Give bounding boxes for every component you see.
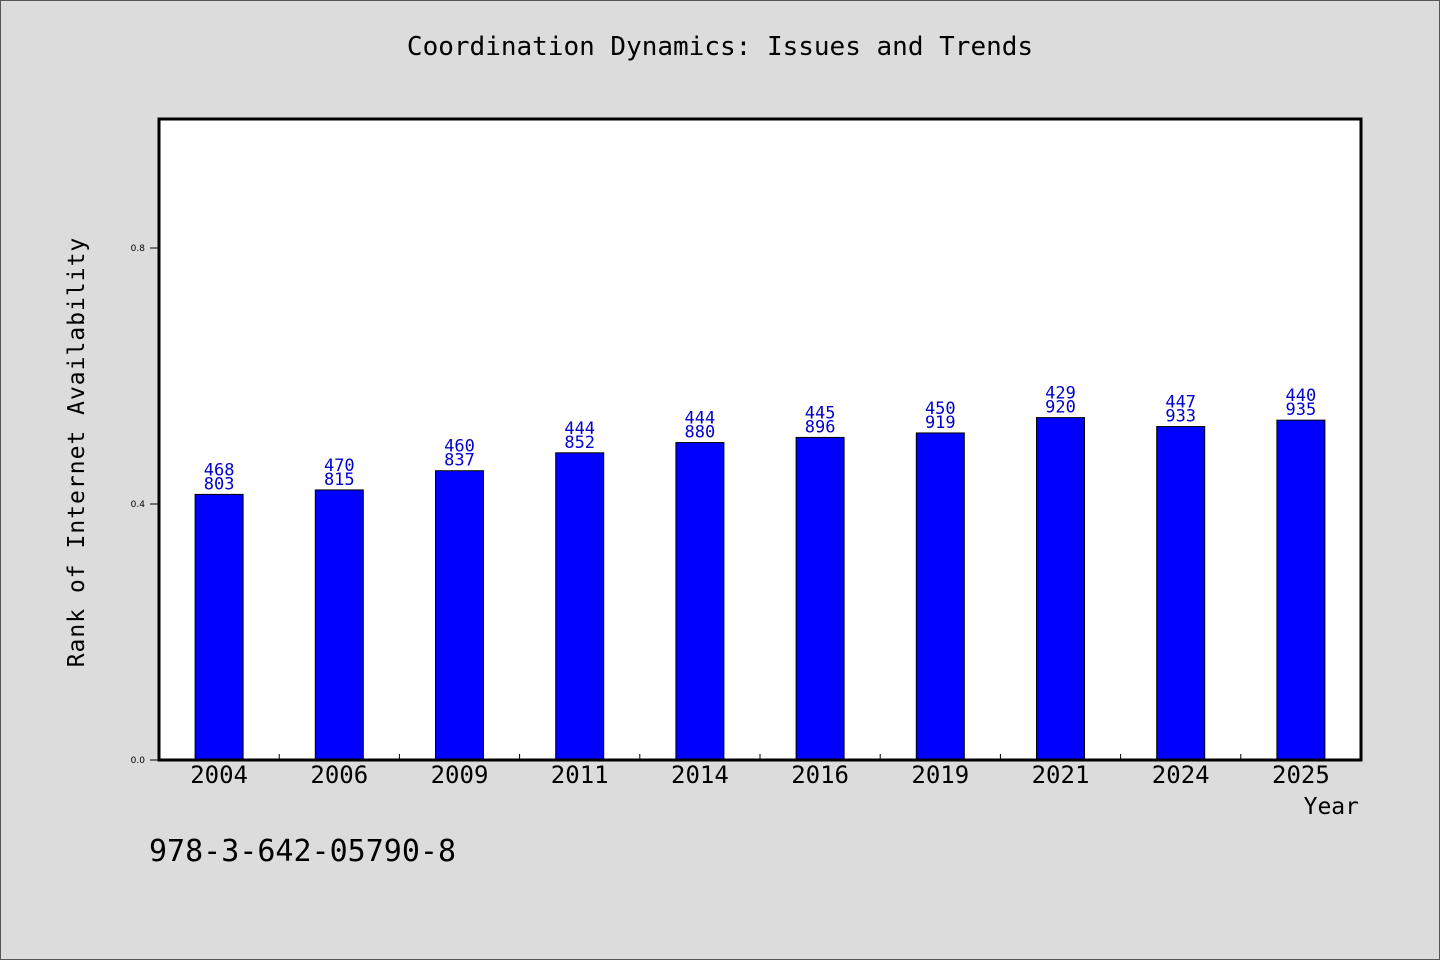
bar	[555, 452, 605, 761]
x-tick-label: 2014	[671, 761, 729, 789]
footer-text: 978-3-642-05790-8	[149, 834, 457, 869]
data-label: 919	[925, 413, 956, 433]
data-label: 933	[1165, 407, 1196, 427]
data-label: 444	[685, 409, 716, 429]
x-tick-label: 2004	[190, 761, 248, 789]
x-axis: 2004 2006 2009 2011 2014 2016 2019 2021 2024 2025	[190, 754, 1330, 789]
data-label: 920	[1045, 398, 1076, 418]
data-label: 837	[444, 451, 475, 471]
data-label: 450	[925, 399, 956, 419]
x-tick-label: 2016	[791, 761, 849, 789]
x-axis-label: Year	[1303, 794, 1359, 820]
x-tick-label: 2011	[551, 761, 609, 789]
x-tick-label: 2006	[310, 761, 368, 789]
x-tick-label: 2009	[431, 761, 489, 789]
data-label: 815	[324, 470, 355, 490]
data-label: 460	[444, 437, 475, 457]
bar	[194, 493, 244, 761]
data-label: 440	[1286, 386, 1317, 406]
data-label: 935	[1286, 400, 1317, 420]
x-tick-label: 2024	[1152, 761, 1210, 789]
bar	[1276, 419, 1326, 761]
data-label: 803	[204, 474, 235, 494]
y-tick-label: 0.4	[131, 500, 146, 510]
data-label: 852	[564, 433, 595, 453]
chart-title: Coordination Dynamics: Issues and Trends	[406, 32, 1034, 62]
bar	[314, 489, 364, 761]
data-label: 445	[805, 403, 836, 423]
bars	[194, 417, 1326, 761]
data-label: 470	[324, 456, 355, 476]
data-label: 880	[685, 423, 716, 443]
plot-border	[157, 117, 1363, 762]
data-labels: 4688034708154608374448524448804458964509…	[204, 384, 1317, 495]
y-tick-label: 0.0	[131, 756, 146, 766]
y-axis: 0.0 0.4 0.8	[131, 244, 159, 766]
x-tick-label: 2021	[1032, 761, 1090, 789]
bar	[915, 432, 965, 761]
bar	[1036, 417, 1085, 761]
data-label: 444	[564, 419, 595, 439]
data-label: 896	[805, 417, 836, 437]
bar	[1156, 426, 1206, 761]
x-tick-label: 2025	[1272, 761, 1330, 789]
bar	[675, 442, 725, 761]
bar	[795, 436, 845, 761]
data-label: 429	[1045, 384, 1076, 404]
data-label: 447	[1165, 393, 1196, 413]
data-label: 468	[204, 460, 235, 480]
bar	[435, 470, 484, 761]
y-tick-label: 0.8	[131, 244, 146, 254]
x-tick-label: 2019	[911, 761, 969, 789]
y-axis-label: Rank of Internet Availability	[64, 236, 90, 668]
